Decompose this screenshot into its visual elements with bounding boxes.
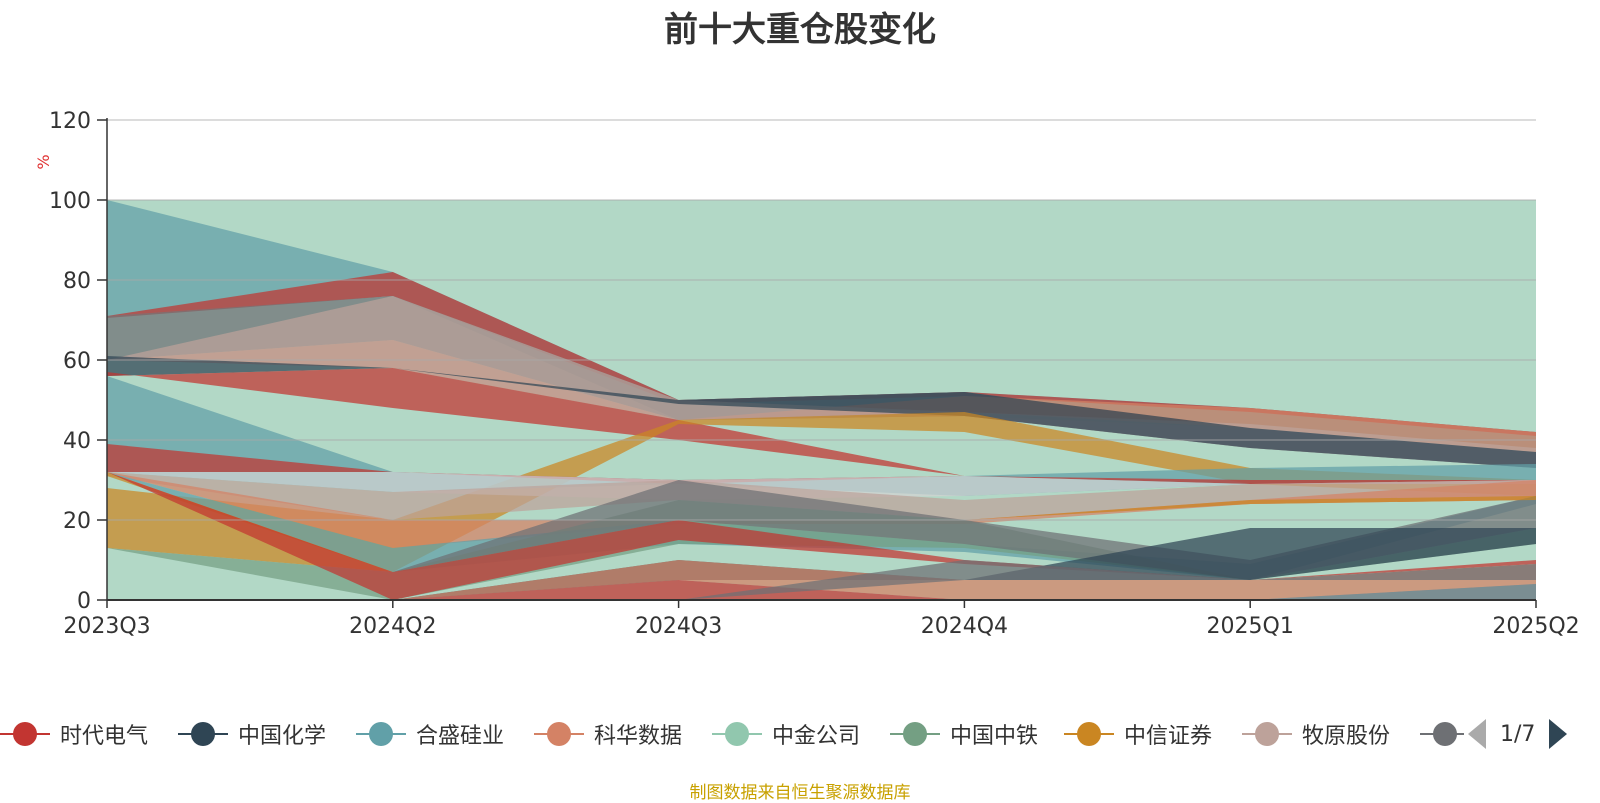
legend-item[interactable]: 牧原股份	[1242, 712, 1390, 756]
legend-item[interactable]: 合盛硅业	[356, 712, 504, 756]
x-tick-label: 2025Q2	[1492, 614, 1579, 639]
legend-label: 中国化学	[238, 724, 327, 749]
legend-marker-icon	[890, 722, 940, 746]
legend-item[interactable]: 中国化学	[178, 712, 326, 756]
legend-item[interactable]: 中信证券	[1064, 712, 1212, 756]
area-band-18	[107, 472, 1536, 600]
legend-item[interactable]: 科华数据	[534, 712, 682, 756]
legend-label: 中信证券	[1124, 724, 1213, 749]
y-tick-label: 80	[63, 269, 91, 294]
x-tick-label: 2024Q2	[349, 614, 436, 639]
y-axis-unit-label: %	[34, 154, 53, 169]
legend-next-page-icon[interactable]	[1549, 719, 1568, 749]
y-tick-label: 0	[77, 589, 91, 614]
chart-legend: 时代电气 中国化学 合盛硅业 科华数据 中金公司 中国中铁 中信证券 牧原股份	[0, 712, 1600, 756]
legend-label: 中金公司	[772, 724, 861, 749]
legend-marker-icon	[712, 722, 762, 746]
legend-label: 时代电气	[60, 724, 149, 749]
legend-marker-icon	[178, 722, 228, 746]
chart-title: 前十大重仓股变化	[664, 10, 936, 50]
legend-item[interactable]	[1420, 712, 1480, 756]
x-tick-label: 2025Q1	[1207, 614, 1294, 639]
legend-label: 中国中铁	[950, 724, 1039, 749]
y-tick-label: 20	[63, 509, 91, 534]
legend-label: 合盛硅业	[416, 724, 505, 749]
area-band-12	[107, 472, 1536, 520]
y-tick-label: 120	[49, 109, 91, 134]
legend-label: 科华数据	[594, 724, 683, 749]
legend-marker-icon	[1242, 722, 1292, 746]
legend-label: 牧原股份	[1302, 724, 1391, 749]
area-band-2	[107, 272, 1536, 436]
y-tick-label: 100	[49, 189, 91, 214]
x-tick-label: 2024Q4	[921, 614, 1008, 639]
area-band-19	[107, 472, 1536, 600]
chart-svg: 0 20 40 60 80 100 120 2023Q3 2024Q2 2024Q3 2024Q4 2…	[34, 109, 1580, 639]
x-tick-label: 2023Q3	[63, 614, 150, 639]
y-tick-label: 40	[63, 429, 91, 454]
legend-marker-icon	[356, 722, 406, 746]
legend-marker-icon	[0, 722, 50, 746]
legend-prev-page-icon[interactable]	[1468, 719, 1486, 749]
legend-marker-icon	[534, 722, 584, 746]
legend-pager: 1/7	[1464, 712, 1600, 756]
legend-marker-icon	[1064, 722, 1114, 746]
legend-item[interactable]: 时代电气	[0, 712, 148, 756]
area-band-20	[107, 472, 1536, 600]
y-tick-label: 60	[63, 349, 91, 374]
legend-item[interactable]: 中国中铁	[890, 712, 1038, 756]
legend-marker-icon	[1420, 722, 1470, 746]
area-band-7	[107, 368, 1536, 476]
legend-page-info: 1/7	[1500, 721, 1536, 747]
data-source-note: 制图数据来自恒生聚源数据库	[689, 783, 911, 803]
area-band-13	[107, 472, 1536, 548]
legend-item[interactable]: 中金公司	[712, 712, 860, 756]
area-band-10	[107, 444, 1536, 484]
x-tick-label: 2024Q3	[635, 614, 722, 639]
